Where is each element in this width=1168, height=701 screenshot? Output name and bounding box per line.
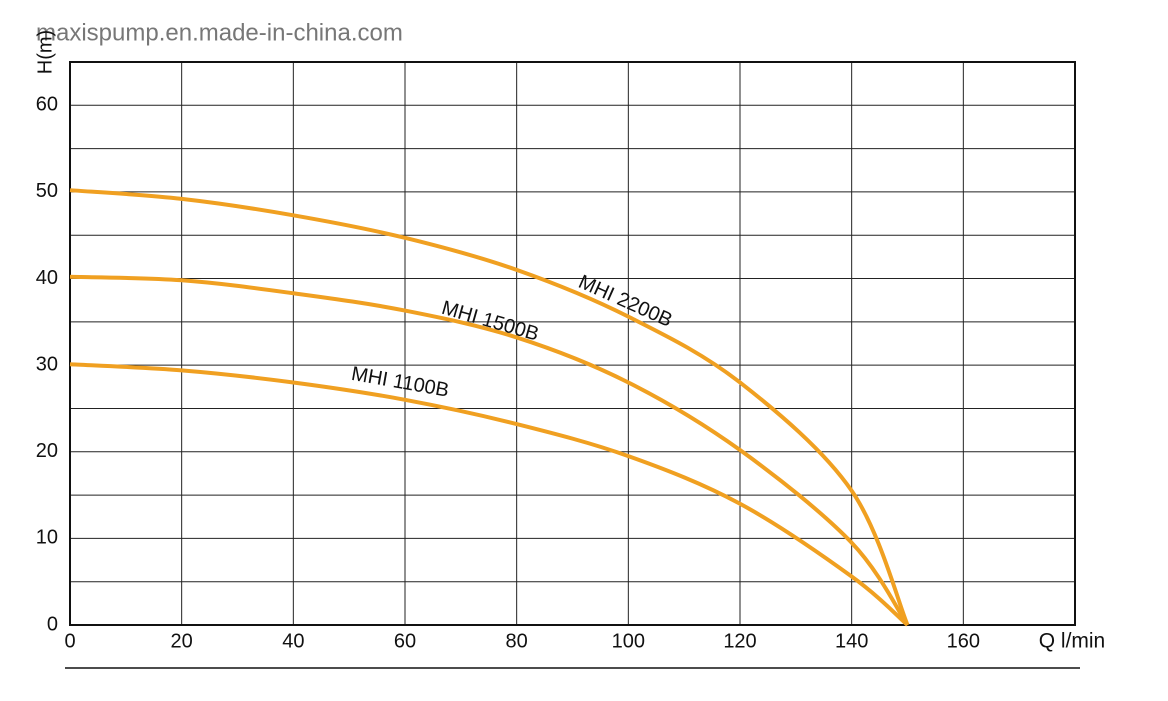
curve xyxy=(69,188,910,626)
x-tick-label: 40 xyxy=(282,630,304,652)
y-tick-label: 0 xyxy=(47,613,58,635)
y-tick-label: 20 xyxy=(36,440,58,462)
x-tick-label: 100 xyxy=(612,630,645,652)
y-tick-label: 30 xyxy=(36,353,58,375)
curve xyxy=(69,274,910,627)
curve xyxy=(69,362,909,627)
x-tick-label: 120 xyxy=(723,630,756,652)
y-tick-label: 40 xyxy=(36,267,58,289)
y-axis-label: H(m) xyxy=(34,30,56,74)
x-tick-label: 80 xyxy=(506,630,528,652)
x-tick-label: 160 xyxy=(947,630,980,652)
curve-label: MHI 1500B xyxy=(439,297,541,346)
x-tick-label: 20 xyxy=(171,630,193,652)
y-tick-label: 10 xyxy=(36,527,58,549)
curve-label: MHI 2200B xyxy=(575,271,675,332)
x-axis-label: Q l/min xyxy=(1039,630,1106,653)
x-tick-label: 0 xyxy=(64,630,75,652)
curve-label: MHI 1100B xyxy=(350,363,451,402)
plot-frame xyxy=(69,61,1076,626)
y-tick-label: 50 xyxy=(36,180,58,202)
x-tick-label: 140 xyxy=(835,630,868,652)
x-tick-label: 60 xyxy=(394,630,416,652)
watermark: maxispump.en.made-in-china.com xyxy=(36,19,403,46)
y-tick-label: 60 xyxy=(36,94,58,116)
